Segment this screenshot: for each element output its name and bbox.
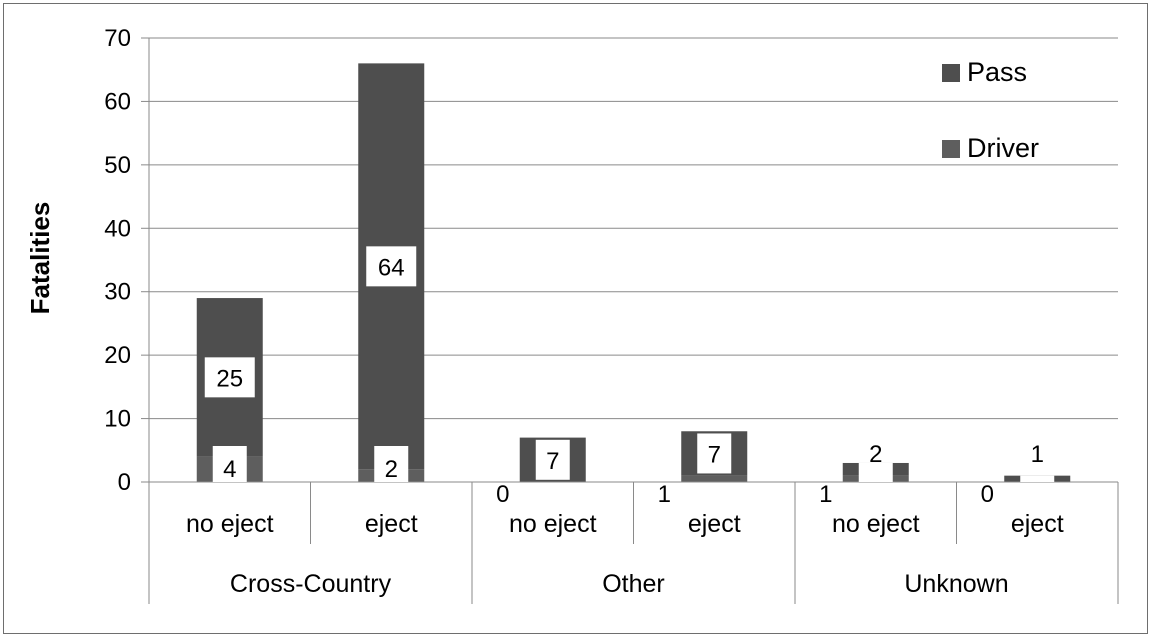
- legend-swatch-pass: [942, 64, 960, 82]
- y-tick-label: 40: [104, 215, 131, 242]
- category-label: no eject: [832, 510, 920, 538]
- y-tick-label: 50: [104, 152, 131, 179]
- group-label: Unknown: [904, 570, 1008, 598]
- category-label: no eject: [509, 510, 597, 538]
- pass-data-label: 1: [1031, 441, 1044, 468]
- y-tick-label: 20: [104, 342, 131, 369]
- group-label: Cross-Country: [230, 570, 392, 598]
- legend-label-driver: Driver: [967, 133, 1039, 163]
- driver-data-label: 1: [658, 481, 671, 508]
- y-tick-label: 10: [104, 406, 131, 433]
- category-label: no eject: [186, 510, 274, 538]
- driver-data-label: 2: [385, 456, 398, 483]
- driver-data-label: 0: [981, 481, 994, 508]
- y-tick-label: 60: [104, 88, 131, 115]
- pass-data-label: 2: [869, 441, 882, 468]
- legend-swatch-driver: [942, 140, 960, 158]
- bar-driver: [681, 475, 748, 482]
- gridlines: [149, 37, 1118, 420]
- y-axis-label: Fatalities: [25, 202, 55, 315]
- chart-frame: [3, 3, 1148, 634]
- y-tick-label: 70: [104, 25, 131, 52]
- driver-data-label: 4: [223, 456, 236, 483]
- pass-data-label: 64: [378, 254, 405, 281]
- driver-label-box: [212, 446, 247, 482]
- pass-data-label: 7: [708, 441, 721, 468]
- driver-data-label: 0: [496, 481, 509, 508]
- pass-label-box: [1020, 475, 1055, 482]
- group-label: Other: [602, 570, 665, 598]
- pass-data-label: 25: [216, 365, 243, 392]
- driver-data-label: 1: [819, 481, 832, 508]
- pass-label-box: [858, 462, 893, 482]
- driver-label-box: [374, 446, 409, 482]
- category-label: eject: [1011, 510, 1064, 538]
- legend-label-pass: Pass: [967, 57, 1027, 87]
- pass-label-box: [535, 439, 570, 480]
- pass-data-label: 7: [546, 448, 559, 475]
- pass-label-box: [697, 433, 732, 474]
- pass-label-box: [366, 246, 417, 287]
- legend: Pass Driver: [942, 57, 1039, 163]
- bars: [196, 63, 1071, 482]
- category-label: eject: [688, 510, 741, 538]
- category-label: eject: [365, 510, 418, 538]
- pass-label-box: [204, 357, 255, 398]
- y-tick-label: 0: [118, 469, 131, 496]
- y-tick-label: 30: [104, 279, 131, 306]
